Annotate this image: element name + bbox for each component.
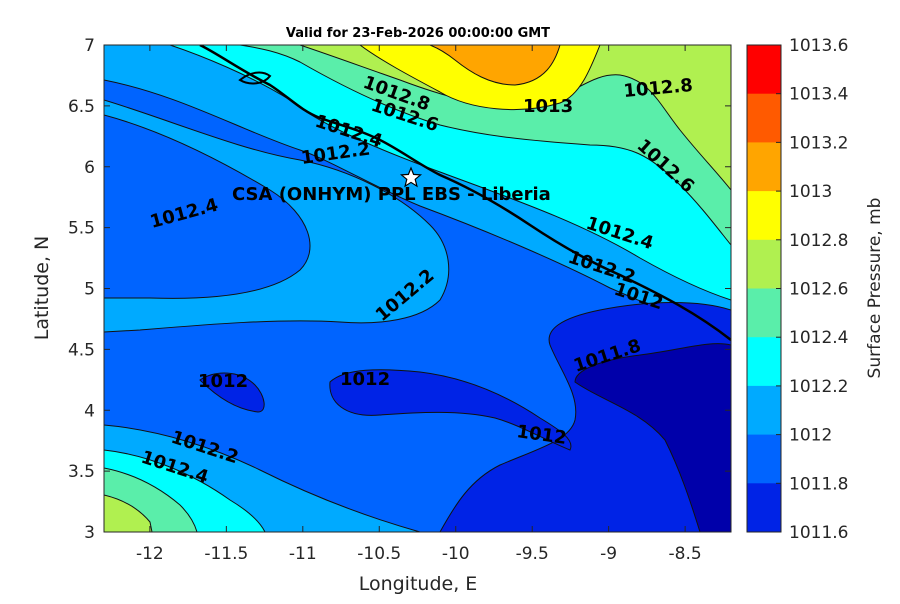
colorbar-swatch xyxy=(747,93,781,143)
colorbar-swatch xyxy=(747,483,781,533)
x-tick-label: -12 xyxy=(136,544,164,564)
colorbar-tick-label: 1011.8 xyxy=(789,474,848,494)
y-tick-label: 4 xyxy=(84,401,95,421)
y-axis-label: Latitude, N xyxy=(31,236,53,341)
y-tick-label: 3 xyxy=(84,523,95,543)
y-tick-label: 5 xyxy=(84,280,95,300)
contour-label: 1012 xyxy=(198,371,248,392)
x-axis-label: Longitude, E xyxy=(359,573,478,595)
y-tick-label: 5.5 xyxy=(68,219,95,239)
colorbar-swatch xyxy=(747,337,781,387)
colorbar-tick-label: 1013 xyxy=(789,182,832,202)
colorbar-swatch xyxy=(747,434,781,484)
contour-label: 1013 xyxy=(523,96,573,117)
colorbar-swatch xyxy=(747,385,781,436)
colorbar-swatch xyxy=(747,142,781,192)
colorbar-tick-label: 1012.8 xyxy=(789,231,848,251)
colorbar-swatch xyxy=(747,191,781,241)
y-tick-label: 6.5 xyxy=(68,97,95,117)
colorbar-tick-label: 1013.6 xyxy=(789,36,848,56)
colorbar-tick-label: 1013.2 xyxy=(789,133,848,153)
band-1012-6-north xyxy=(239,45,731,246)
colorbar-tick-label: 1011.6 xyxy=(789,523,848,543)
colorbar-tick-label: 1012.6 xyxy=(789,280,848,300)
band-1012-8-southwest xyxy=(104,494,153,532)
x-tick-label: -9.5 xyxy=(516,544,549,564)
contour-label: 1012 xyxy=(340,369,390,390)
colorbar: 1013.6 1013.4 1013.2 1013 1012.8 1012.6 1012.4… xyxy=(746,36,848,543)
star-icon xyxy=(399,166,423,188)
x-tick-label: -9 xyxy=(600,544,617,564)
x-tick-label: -10 xyxy=(442,544,470,564)
y-axis-ticks: 7 6.5 6 5.5 5 4.5 4 3.5 3 xyxy=(68,36,731,543)
coast-island xyxy=(238,71,272,85)
colorbar-swatch xyxy=(747,288,781,338)
x-axis-ticks: -12 -11.5 -11 -10.5 -10 -9.5 -9 -8.5 xyxy=(136,45,702,564)
y-tick-label: 3.5 xyxy=(68,462,95,482)
band-1011-8-center xyxy=(329,369,572,451)
colorbar-swatch xyxy=(747,239,781,289)
x-tick-label: -11 xyxy=(289,544,317,564)
colorbar-tick-label: 1012 xyxy=(789,426,832,446)
colorbar-label: Surface Pressure, mb xyxy=(865,198,885,379)
colorbar-tick-label: 1013.4 xyxy=(789,85,848,105)
band-1012-bend-inner xyxy=(104,114,311,299)
y-tick-label: 7 xyxy=(84,36,95,56)
x-tick-label: -10.5 xyxy=(357,544,401,564)
colorbar-tick-label: 1012.2 xyxy=(789,377,848,397)
map-title: Valid for 23-Feb-2026 00:00:00 GMT xyxy=(286,26,550,41)
band-1011-6-south xyxy=(574,343,731,532)
x-tick-label: -8.5 xyxy=(669,544,702,564)
colorbar-swatch xyxy=(747,45,781,95)
colorbar-tick-label: 1012.4 xyxy=(789,328,848,348)
site-label: CSA (ONHYM) PPL EBS - Liberia xyxy=(232,184,551,205)
band-1011-8-west xyxy=(199,372,265,413)
site-marker: CSA (ONHYM) PPL EBS - Liberia xyxy=(232,166,551,205)
coastline xyxy=(199,45,731,341)
contour-fill xyxy=(104,45,731,532)
y-tick-label: 6 xyxy=(84,158,95,178)
y-tick-label: 4.5 xyxy=(68,340,95,360)
band-1013-2-north xyxy=(429,45,561,86)
x-tick-label: -11.5 xyxy=(204,544,248,564)
